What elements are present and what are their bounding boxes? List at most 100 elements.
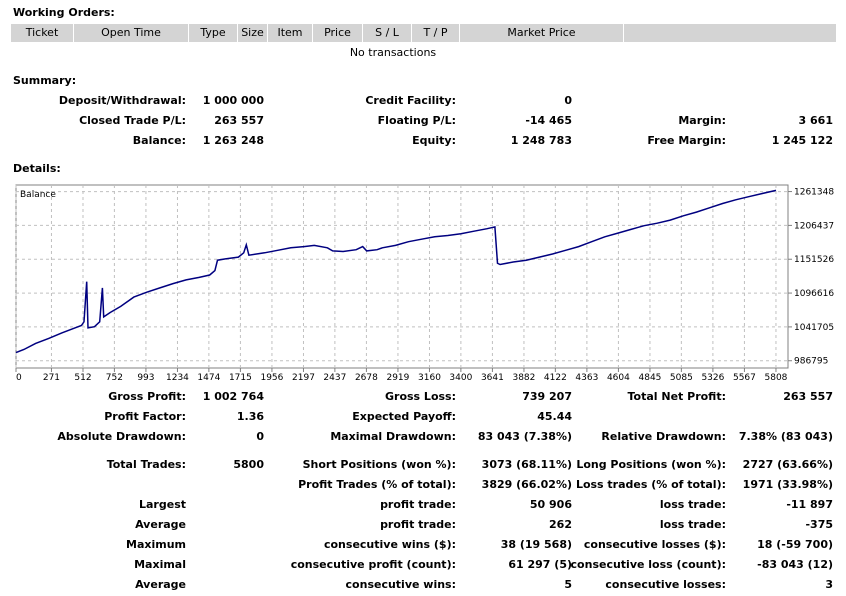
floating-pl-label: Floating P/L: (377, 114, 456, 127)
x-tick-label: 5567 (733, 373, 756, 380)
details-title: Details: (13, 162, 61, 175)
detail-label-1: Total Trades: (106, 458, 186, 471)
detail-label-1: Maximum (126, 538, 186, 551)
detail-label-3: Relative Drawdown: (601, 430, 726, 443)
y-tick-label: 1151526 (794, 255, 834, 265)
free-margin-value: 1 245 122 (771, 134, 833, 147)
col-open-time[interactable]: Open Time (74, 24, 189, 42)
detail-label-1: Absolute Drawdown: (57, 430, 186, 443)
x-tick-label: 1715 (229, 373, 252, 380)
col-price[interactable]: Price (313, 24, 363, 42)
detail-value-2: 3829 (66.02%) (481, 478, 572, 491)
closed-pl-value: 263 557 (214, 114, 264, 127)
detail-label-1: Gross Profit: (108, 390, 186, 403)
col-size[interactable]: Size (238, 24, 268, 42)
x-tick-label: 512 (74, 373, 91, 380)
x-tick-label: 3160 (418, 373, 441, 380)
margin-value: 3 661 (798, 114, 833, 127)
x-tick-label: 3400 (449, 373, 472, 380)
detail-label-2: consecutive wins ($): (323, 538, 456, 551)
detail-value-2: 50 906 (529, 498, 572, 511)
detail-label-3: loss trade: (659, 498, 726, 511)
credit-label: Credit Facility: (365, 94, 456, 107)
chart-title: Balance (20, 190, 56, 200)
detail-label-1: Average (135, 518, 186, 531)
detail-value-2: 262 (549, 518, 572, 531)
free-margin-label: Free Margin: (647, 134, 726, 147)
x-tick-label: 752 (106, 373, 123, 380)
detail-label-3: consecutive losses ($): (583, 538, 726, 551)
x-tick-label: 3641 (481, 373, 504, 380)
detail-value-2: 45.44 (537, 410, 572, 423)
x-tick-label: 4363 (575, 373, 598, 380)
col-item[interactable]: Item (268, 24, 313, 42)
detail-value-1: 1 002 764 (202, 390, 264, 403)
balance-chart-container: 1261348 1206437 1151526 1096616 1041705 98679… (0, 180, 846, 383)
detail-value-2: 3073 (68.11%) (481, 458, 572, 471)
detail-label-3: Total Net Profit: (627, 390, 727, 403)
detail-value-2: 5 (564, 578, 572, 591)
y-tick-label: 1041705 (794, 323, 834, 333)
detail-label-2: consecutive profit (count): (290, 558, 456, 571)
x-tick-label: 993 (137, 373, 154, 380)
detail-label-3: consecutive losses: (605, 578, 726, 591)
x-tick-label: 2197 (292, 373, 315, 380)
x-tick-label: 2437 (323, 373, 346, 380)
col-market-price[interactable]: Market Price (460, 24, 624, 42)
orders-table-header: Ticket Open Time Type Size Item Price S … (11, 24, 836, 42)
chart-plot-area (15, 184, 789, 369)
detail-label-2: profit trade: (380, 498, 456, 511)
margin-label: Margin: (678, 114, 726, 127)
equity-value: 1 248 783 (510, 134, 572, 147)
detail-label-1: Largest (139, 498, 186, 511)
detail-value-3: -375 (805, 518, 833, 531)
detail-value-1: 0 (256, 430, 264, 443)
detail-label-2: Short Positions (won %): (302, 458, 456, 471)
x-tick-label: 4122 (544, 373, 567, 380)
detail-value-3: -11 897 (786, 498, 833, 511)
col-sl[interactable]: S / L (363, 24, 412, 42)
detail-value-1: 5800 (233, 458, 264, 471)
balance-value: 1 263 248 (202, 134, 264, 147)
balance-series-line (15, 189, 777, 354)
y-tick-label: 1261348 (794, 188, 834, 198)
detail-value-2: 739 207 (522, 390, 572, 403)
y-tick-label: 1206437 (794, 221, 834, 231)
x-tick-label: 5085 (670, 373, 693, 380)
detail-value-3: 2727 (63.66%) (742, 458, 833, 471)
col-ticket[interactable]: Ticket (11, 24, 74, 42)
col-tp[interactable]: T / P (412, 24, 460, 42)
detail-label-2: profit trade: (380, 518, 456, 531)
detail-value-3: -83 043 (12) (757, 558, 833, 571)
detail-value-3: 7.38% (83 043) (738, 430, 833, 443)
deposit-value: 1 000 000 (202, 94, 264, 107)
detail-label-3: consecutive loss (count): (570, 558, 726, 571)
detail-label-2: consecutive wins: (345, 578, 456, 591)
detail-label-1: Average (135, 578, 186, 591)
detail-label-3: Long Positions (won %): (576, 458, 726, 471)
x-tick-label: 1234 (166, 373, 189, 380)
detail-value-2: 61 297 (5) (508, 558, 572, 571)
summary-title: Summary: (13, 74, 77, 87)
no-transactions-message: No transactions (349, 46, 437, 59)
equity-label: Equity: (412, 134, 456, 147)
floating-pl-value: -14 465 (525, 114, 572, 127)
detail-value-3: 3 (825, 578, 833, 591)
detail-value-2: 38 (19 568) (500, 538, 572, 551)
x-tick-label: 1474 (197, 373, 220, 380)
detail-label-3: Loss trades (% of total): (575, 478, 726, 491)
balance-chart: 1261348 1206437 1151526 1096616 1041705 98679… (15, 184, 834, 383)
detail-value-3: 18 (-59 700) (757, 538, 833, 551)
x-tick-label: 5808 (765, 373, 788, 380)
credit-value: 0 (564, 94, 572, 107)
detail-label-2: Profit Trades (% of total): (298, 478, 456, 491)
col-type[interactable]: Type (189, 24, 238, 42)
x-tick-label: 3882 (512, 373, 535, 380)
x-tick-label: 271 (43, 373, 60, 380)
x-tick-label: 1956 (260, 373, 283, 380)
y-tick-label: 986795 (794, 357, 828, 367)
detail-label-2: Maximal Drawdown: (330, 430, 456, 443)
detail-value-3: 263 557 (783, 390, 833, 403)
detail-value-3: 1971 (33.98%) (742, 478, 833, 491)
detail-label-2: Gross Loss: (385, 390, 456, 403)
